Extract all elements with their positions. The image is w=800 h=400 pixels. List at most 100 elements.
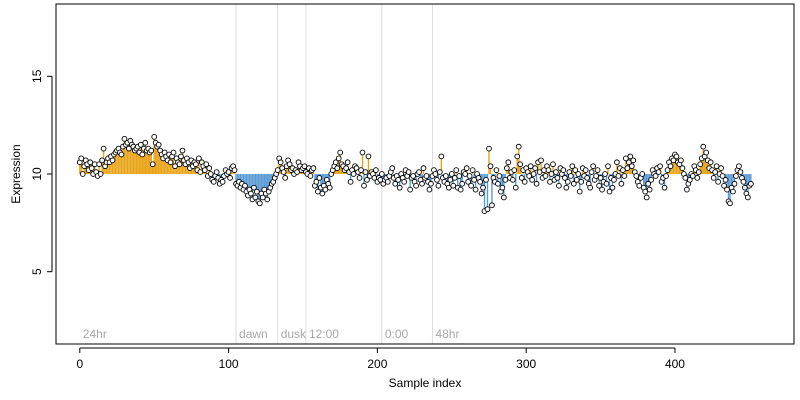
data-point: [517, 161, 524, 168]
data-point: [529, 177, 535, 183]
data-point: [563, 184, 570, 191]
data-point: [715, 178, 721, 185]
data-point: [686, 177, 693, 183]
data-point: [722, 177, 729, 183]
data-point: [590, 163, 596, 170]
data-point: [178, 153, 184, 160]
x-tick-label: 300: [516, 357, 536, 371]
data-point: [251, 184, 257, 191]
data-point: [695, 169, 702, 175]
data-point: [359, 149, 366, 156]
data-point: [365, 153, 372, 160]
data-point: [621, 173, 628, 179]
data-point: [139, 151, 146, 158]
data-point: [478, 190, 485, 197]
data-point: [148, 147, 155, 154]
data-point: [703, 149, 710, 156]
data-point: [438, 153, 445, 160]
data-point: [193, 161, 199, 168]
data-point: [428, 180, 434, 187]
data-point: [466, 173, 473, 179]
data-point: [603, 180, 610, 187]
data-point: [472, 186, 479, 193]
data-point: [121, 135, 128, 142]
data-point: [697, 161, 704, 168]
data-point: [511, 167, 518, 173]
data-point: [332, 159, 339, 166]
data-point: [678, 157, 684, 164]
data-point: [344, 159, 351, 166]
plot-frame: [55, 3, 795, 345]
data-point: [554, 175, 561, 181]
data-point: [495, 180, 501, 187]
data-point: [493, 167, 500, 173]
data-point: [225, 169, 232, 175]
data-point: [707, 159, 714, 166]
data-point: [362, 169, 369, 175]
data-point: [652, 173, 659, 179]
data-point: [542, 173, 549, 179]
data-point: [496, 173, 503, 179]
data-point: [313, 178, 320, 185]
data-point: [532, 165, 538, 171]
data-point: [88, 165, 95, 171]
data-point: [337, 149, 344, 156]
data-point: [307, 173, 314, 179]
data-point: [667, 163, 674, 170]
data-point: [499, 184, 506, 191]
annotation-label: 12:00: [309, 327, 339, 341]
data-point: [501, 194, 507, 201]
x-tick-label: 400: [665, 357, 685, 371]
annotation-labels: 24hr dawn dusk 12:00 0:00 48hr: [83, 327, 460, 341]
data-point: [521, 178, 528, 185]
data-point: [679, 165, 686, 171]
data-point: [227, 175, 233, 181]
data-point: [248, 190, 254, 197]
data-point: [176, 161, 183, 168]
data-point: [572, 167, 579, 173]
data-point: [596, 182, 602, 189]
data-point: [597, 175, 604, 181]
data-point: [96, 161, 102, 168]
data-point: [486, 145, 492, 152]
data-point: [469, 167, 476, 173]
data-point: [614, 159, 620, 166]
data-point: [584, 175, 591, 181]
data-point: [487, 163, 494, 170]
data-point: [489, 202, 495, 209]
data-point: [343, 165, 349, 171]
data-point: [545, 167, 552, 173]
data-point: [347, 178, 354, 185]
data-point: [710, 175, 717, 181]
data-point: [109, 157, 116, 164]
data-point: [730, 188, 736, 195]
data-point: [97, 171, 104, 177]
data-point: [206, 165, 213, 171]
data-point: [611, 177, 617, 183]
x-tick-label: 200: [367, 357, 387, 371]
data-point: [282, 175, 288, 181]
annotation-label: 48hr: [435, 327, 459, 341]
data-point: [509, 177, 516, 183]
data-point: [733, 173, 739, 179]
data-point: [364, 177, 370, 183]
data-point: [167, 159, 174, 166]
data-point: [277, 159, 284, 166]
data-point: [319, 190, 326, 197]
data-point: [326, 184, 333, 191]
data-point: [149, 161, 156, 168]
data-point: [643, 194, 650, 201]
data-point: [416, 169, 422, 175]
data-point: [79, 171, 86, 177]
data-point: [569, 163, 576, 170]
data-point: [515, 143, 522, 150]
annotation-label: dawn: [239, 327, 268, 341]
data-point: [142, 139, 149, 146]
data-point: [606, 188, 613, 195]
data-point: [599, 186, 605, 193]
data-point: [442, 173, 449, 179]
data-point: [264, 196, 271, 203]
data-point: [210, 178, 217, 185]
data-point: [645, 180, 652, 187]
data-point: [578, 178, 585, 185]
